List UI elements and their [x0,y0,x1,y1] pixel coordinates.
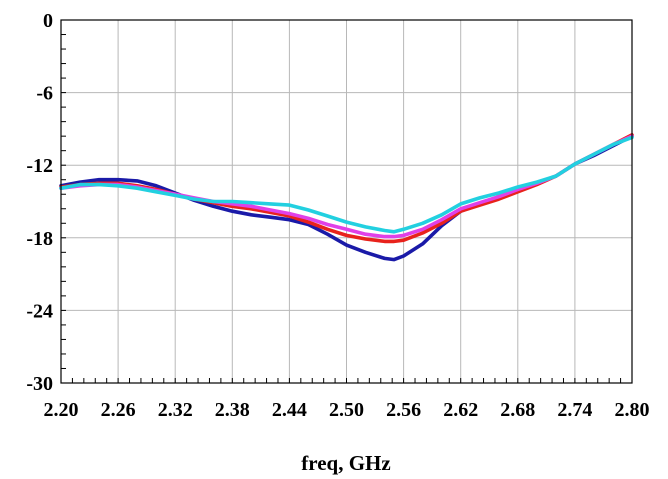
x-tick-label: 2.32 [158,399,193,421]
series-line-4 [59,135,634,234]
x-tick-label: 2.26 [101,399,136,421]
series-layer [59,133,634,262]
x-tick-label: 2.56 [386,399,421,421]
y-tick-labels: 0 -6 -12 -18 -24 -30 [26,10,53,395]
x-tick-label: 2.68 [500,399,535,421]
x-tick-label: 2.62 [443,399,478,421]
x-tick-label: 2.20 [44,399,79,421]
y-tick-label: -6 [36,83,53,105]
y-tick-label: -12 [26,155,53,177]
x-tick-label: 2.80 [615,399,650,421]
x-tick-label: 2.44 [272,399,307,421]
x-tick-labels: 2.20 2.26 2.32 2.38 2.44 2.50 2.56 2.62 2.68 2.74… [44,399,650,421]
y-tick-label: 0 [43,10,53,32]
y-tick-label: -30 [26,373,53,395]
plot-frame [60,19,633,384]
x-axis-title: freq, GHz [301,451,390,475]
x-tick-label: 2.74 [557,399,592,421]
y-tick-label: -24 [26,300,53,322]
y-tick-label: -18 [26,228,53,250]
x-tick-label: 2.50 [329,399,364,421]
x-tick-label: 2.38 [215,399,250,421]
grid [61,20,632,383]
